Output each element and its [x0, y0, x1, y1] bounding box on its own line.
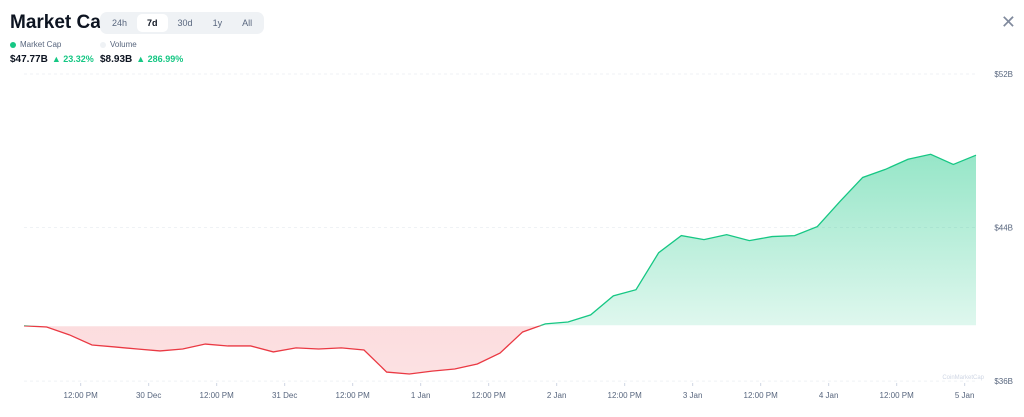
- y-tick-label: $36B: [994, 377, 1013, 386]
- line-up: [23, 153, 977, 326]
- stat-change: 286.99%: [147, 54, 184, 64]
- watermark: CoinMarketCap: [942, 375, 984, 381]
- x-tick-label: 12:00 PM: [744, 391, 779, 400]
- x-tick-label: 2 Jan: [547, 391, 567, 400]
- x-tick-label: 4 Jan: [819, 391, 839, 400]
- stat-change: 23.32%: [63, 54, 94, 64]
- tab[interactable]: 30d: [177, 18, 193, 28]
- x-tick-label: 5 Jan: [955, 391, 975, 400]
- x-tick-label: 30 Dec: [136, 391, 161, 400]
- x-tick-label: 31 Dec: [272, 391, 297, 400]
- stat: Market Cap $47.77B ▲ 23.32%: [10, 40, 94, 65]
- title: Market Cap: [10, 12, 113, 33]
- x-tick-label: 12:00 PM: [64, 391, 99, 400]
- close-button[interactable]: ✕: [1000, 12, 1016, 32]
- x-tick-label: 12:00 PM: [200, 391, 235, 400]
- x-tick-label: 1 Jan: [411, 391, 431, 400]
- area-up: [24, 154, 976, 326]
- legend-label: Market Cap: [20, 40, 62, 49]
- tab[interactable]: 24h: [112, 18, 128, 28]
- x-tick-label: 12:00 PM: [608, 391, 643, 400]
- x-tick-label: 12:00 PM: [880, 391, 915, 400]
- line-down: [23, 325, 542, 375]
- tabs: 24h 7d 30d 1y All: [100, 12, 265, 34]
- legend-label: Volume: [110, 40, 137, 49]
- stat-value: $8.93B: [100, 54, 133, 65]
- y-tick-label: $52B: [994, 70, 1013, 79]
- tab[interactable]: 7d: [137, 14, 168, 32]
- x-tick-label: 12:00 PM: [472, 391, 507, 400]
- stat-value: $47.77B: [10, 54, 48, 65]
- x-tick-label: 12:00 PM: [336, 391, 371, 400]
- y-tick-label: $44B: [994, 224, 1013, 233]
- x-tick-label: 3 Jan: [683, 391, 703, 400]
- tab[interactable]: All: [242, 18, 253, 28]
- legend-dot: [100, 41, 106, 48]
- stat: Volume $8.93B ▲ 286.99%: [100, 40, 184, 65]
- tab[interactable]: 1y: [212, 18, 223, 28]
- legend-dot: [10, 41, 16, 48]
